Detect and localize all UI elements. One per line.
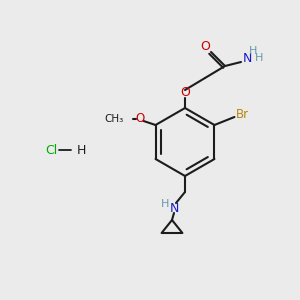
Text: N: N: [169, 202, 179, 214]
Text: H: H: [77, 143, 86, 157]
Text: CH₃: CH₃: [104, 114, 124, 124]
Text: H: H: [161, 199, 169, 209]
Text: O: O: [180, 85, 190, 98]
Text: H: H: [255, 53, 263, 63]
Text: N: N: [242, 52, 252, 65]
Text: O: O: [135, 112, 144, 125]
Text: O: O: [200, 40, 210, 53]
Text: Br: Br: [236, 107, 249, 121]
Text: Cl: Cl: [45, 143, 57, 157]
Text: H: H: [249, 46, 257, 56]
